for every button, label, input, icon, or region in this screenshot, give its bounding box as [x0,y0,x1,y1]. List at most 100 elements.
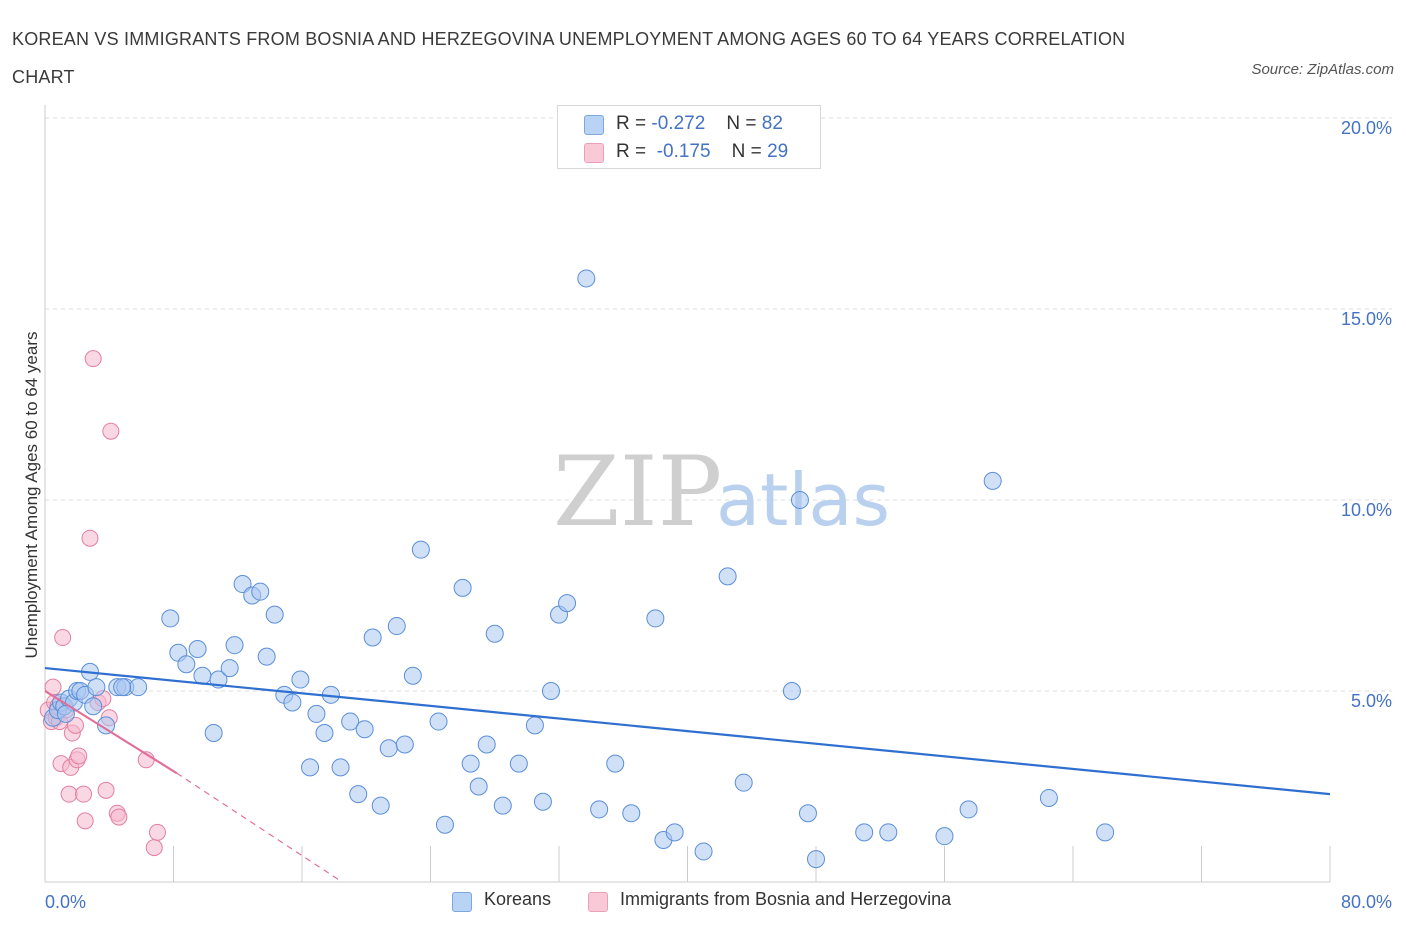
grid-lines [45,117,1392,692]
korean-point [855,823,874,842]
series-legend: Koreans Immigrants from Bosnia and Herze… [0,889,1406,915]
korean-point [590,800,609,819]
bosnia-point [81,529,99,547]
bosnia-point [60,785,78,803]
bosnia-point [110,808,128,826]
n-label: N = [731,141,762,162]
korean-point [403,666,422,685]
korean-point [315,724,334,743]
korean-point [349,785,368,804]
korean-point [983,471,1002,490]
korean-point [646,609,665,628]
chart-title: KOREAN VS IMMIGRANTS FROM BOSNIA AND HER… [12,29,1126,87]
korean-point [525,716,544,735]
korean-point [622,804,641,823]
korean-point [56,704,75,723]
korean-point [204,724,223,743]
korean-point [606,754,625,773]
korean-point [665,823,684,842]
korean-point [257,647,276,666]
korean-point [485,624,504,643]
korean-point [161,609,180,628]
trend-lines [44,666,1331,883]
bosnia-n-value: 29 [767,141,789,162]
y-tick-label: 15.0% [1341,309,1392,329]
y-tick-labels: 5.0% 10.0% 15.0% 20.0% [1341,118,1392,711]
korean-point [331,758,350,777]
korean-legend-icon [452,892,472,912]
watermark: ZIP atlas [553,436,890,548]
korean-point [265,605,284,624]
korean-point [225,636,244,655]
korean-point [807,850,825,869]
korean-point [84,697,103,716]
korean-point [469,777,488,796]
korean-trend-line [44,666,1331,796]
bosnia-r-value: -0.175 [656,141,711,162]
bosnia-point [70,747,88,765]
korean-swatch-icon [584,115,604,135]
source-label: Source: ZipAtlas.com [1251,61,1394,78]
bosnia-trend-extension [176,772,343,883]
korean-n-value: 82 [761,113,783,134]
bosnia-point [148,823,166,841]
legend-label-bosnia: Immigrants from Bosnia and Herzegovina [620,889,952,909]
korean-points [44,269,1115,869]
korean-point [301,758,320,777]
korean-point [220,659,239,678]
korean-point [782,682,801,700]
y-tick-label: 10.0% [1341,500,1392,520]
bosnia-point [67,716,85,734]
bosnia-points [39,350,166,857]
korean-point [177,655,196,674]
legend-label-koreans: Koreans [484,889,552,909]
korean-point [493,796,512,815]
korean-point [1039,788,1058,807]
korean-point [395,735,414,754]
korean-point [1096,823,1115,842]
bosnia-point [145,839,163,857]
korean-point [798,804,817,823]
korean-point [193,666,212,685]
axes [44,105,1331,883]
korean-point [233,575,252,594]
x-tick-label: 0.0% [45,892,86,912]
korean-point [87,678,106,697]
korean-point [355,720,374,739]
bosnia-point [75,785,93,803]
korean-point [341,712,360,731]
r-label: R = [616,113,647,134]
bosnia-legend-icon [588,892,608,912]
korean-point [577,269,596,288]
korean-point [533,792,552,811]
y-tick-label: 5.0% [1351,691,1392,711]
korean-point [879,823,898,842]
korean-point [97,716,116,735]
n-label: N = [726,113,757,134]
korean-point [291,670,310,689]
bosnia-point [84,350,102,368]
korean-point [435,815,454,834]
korean-point [283,693,302,712]
korean-point [959,800,978,819]
r-label: R = [616,141,647,162]
y-tick-label: 20.0% [1341,118,1392,138]
bosnia-point [97,781,115,799]
korean-point [734,773,753,792]
korean-point [477,735,496,754]
korean-point [694,842,713,861]
korean-point [307,704,326,723]
korean-point [129,678,148,697]
korean-point [411,540,430,559]
korean-point [113,678,132,697]
korean-point [371,796,390,815]
korean-point [509,754,528,773]
korean-point [379,739,398,758]
korean-point [790,491,809,509]
x-tick-label: 80.0% [1341,892,1392,912]
korean-point [387,617,406,636]
bosnia-point [54,629,72,647]
korean-point [541,682,560,700]
correlation-legend: R = -0.272 N = 82 R = -0.175 N = 29 [557,105,821,169]
